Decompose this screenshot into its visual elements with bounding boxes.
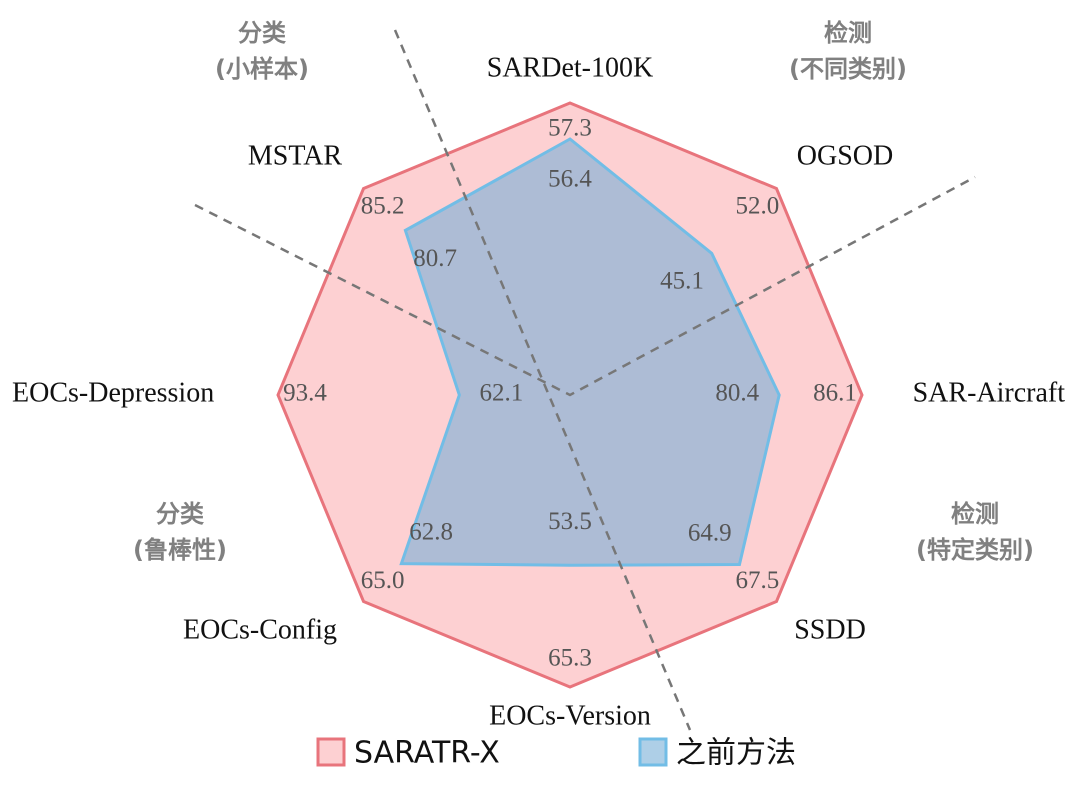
value-label: 53.5	[548, 508, 592, 535]
annotation: (特定类别)	[916, 536, 1034, 564]
value-label: 45.1	[660, 268, 704, 295]
category-label: EOCs-Version	[489, 700, 651, 731]
value-label: 62.8	[409, 519, 453, 546]
category-label: MSTAR	[248, 140, 343, 171]
legend-label: 之前方法	[676, 736, 796, 771]
annotation: 分类	[238, 19, 287, 47]
value-label: 80.7	[413, 245, 457, 272]
category-label: EOCs-Config	[183, 614, 337, 645]
divider-lines	[194, 29, 976, 731]
value-label: 67.5	[736, 567, 780, 594]
legend-swatch	[638, 737, 668, 767]
category-label: SARDet-100K	[487, 52, 653, 83]
annotation: (鲁棒性)	[133, 536, 227, 564]
value-label: 65.3	[548, 645, 592, 672]
annotation: 分类	[156, 500, 205, 528]
legend-swatch	[316, 737, 346, 767]
value-label: 62.1	[479, 380, 523, 407]
series-area	[399, 137, 781, 567]
value-label: 85.2	[361, 192, 405, 219]
value-label: 52.0	[736, 192, 780, 219]
legend-label: SARATR-X	[354, 736, 500, 771]
series-outline	[276, 101, 864, 689]
annotation: (小样本)	[215, 55, 309, 83]
value-label: 93.4	[283, 380, 327, 407]
category-label: OGSOD	[797, 140, 893, 171]
category-label: EOCs-Depression	[12, 377, 214, 408]
category-label: SAR-Aircraft	[913, 377, 1066, 408]
value-label: 57.3	[548, 115, 592, 142]
value-label: 56.4	[548, 166, 592, 193]
annotation: 检测	[951, 500, 999, 528]
value-label: 65.0	[361, 567, 405, 594]
annotation: 检测	[824, 19, 872, 47]
value-label: 64.9	[688, 519, 732, 546]
category-label: SSDD	[794, 614, 866, 645]
value-label: 86.1	[813, 380, 857, 407]
annotation: (不同类别)	[789, 55, 907, 83]
divider	[194, 175, 976, 397]
value-label: 80.4	[715, 380, 759, 407]
labels: 57.3 52.0 86.1 67.5 65.3 65.0 93.4 85.2 56.4 45.1…	[12, 19, 1065, 731]
